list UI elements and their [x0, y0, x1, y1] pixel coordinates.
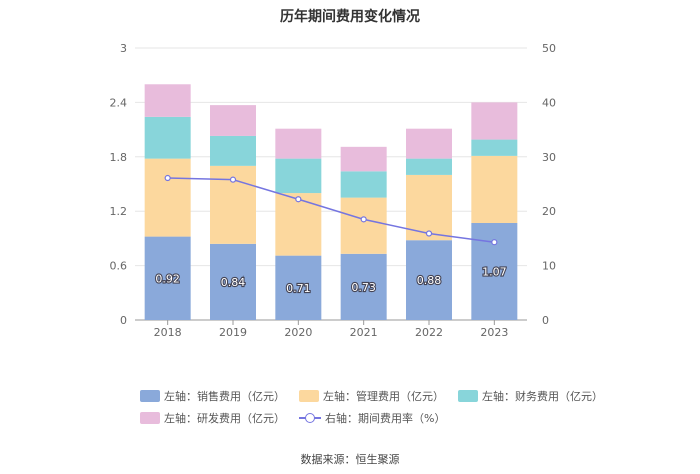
right-axis-tick-label: 30 — [542, 151, 556, 164]
x-axis-tick-label: 2022 — [415, 326, 443, 339]
x-axis-tick-label: 2021 — [350, 326, 378, 339]
bar-segment — [275, 158, 322, 194]
legend-item-finance[interactable]: 左轴：财务费用（亿元） — [458, 388, 603, 404]
legend-item-admin[interactable]: 左轴：管理费用（亿元） — [299, 388, 444, 404]
legend-label-expense-rate: 右轴：期间费用率（%） — [325, 412, 446, 425]
legend-swatch-rnd — [140, 412, 160, 424]
expense-rate-point — [425, 230, 433, 237]
bar-segment — [210, 105, 256, 136]
expense-rate-point — [491, 239, 498, 246]
bar-segment — [144, 158, 191, 237]
bar-segment — [340, 171, 387, 198]
bar-segment — [144, 236, 191, 320]
legend: 左轴：销售费用（亿元） 左轴：管理费用（亿元） 左轴：财务费用（亿元） 左轴：研… — [140, 388, 603, 432]
bar-data-label: 0.84 — [221, 276, 246, 289]
x-axis-tick-label: 2018 — [154, 326, 182, 339]
left-axis-tick-label: 2.4 — [110, 96, 128, 109]
bar-data-label: 0.92 — [155, 272, 180, 285]
bar-segment — [406, 158, 452, 175]
left-axis-tick-label: 1.8 — [110, 151, 128, 164]
bar-segment — [275, 128, 322, 159]
legend-swatch-sales — [140, 390, 160, 402]
legend-swatch-expense-rate — [299, 412, 321, 424]
expense-rate-line — [167, 177, 495, 243]
legend-item-sales[interactable]: 左轴：销售费用（亿元） — [140, 388, 285, 404]
legend-swatch-admin — [299, 390, 319, 402]
right-axis-tick-label: 0 — [542, 314, 549, 327]
right-axis-tick-label: 50 — [542, 42, 556, 55]
bar-data-label: 0.73 — [351, 281, 376, 294]
bar-segment — [471, 155, 518, 223]
legend-label-sales: 左轴：销售费用（亿元） — [164, 390, 285, 403]
chart-title: 历年期间费用变化情况 — [280, 9, 420, 25]
legend-swatch-finance — [458, 390, 478, 402]
x-axis-tick-label: 2023 — [480, 326, 508, 339]
legend-item-expense-rate[interactable]: 右轴：期间费用率（%） — [299, 410, 445, 426]
left-axis-tick-label: 0 — [120, 314, 127, 327]
bar-segment — [210, 243, 256, 320]
x-axis-tick-label: 2020 — [284, 326, 312, 339]
bar-segment — [406, 174, 452, 241]
legend-item-rnd[interactable]: 左轴：研发费用（亿元） — [140, 410, 285, 426]
bar-segment — [144, 84, 191, 117]
bar-segment — [275, 193, 322, 256]
expense-rate-point — [295, 196, 302, 203]
bar-segment — [144, 116, 191, 159]
data-source: 数据来源：恒生聚源 — [300, 453, 400, 466]
right-axis-tick-label: 40 — [542, 96, 556, 109]
legend-label-rnd: 左轴：研发费用（亿元） — [164, 412, 285, 425]
expense-rate-point — [360, 216, 367, 223]
right-axis-tick-label: 20 — [542, 205, 556, 218]
left-axis-tick-label: 0.6 — [110, 260, 128, 273]
bar-data-label: 0.71 — [286, 282, 311, 295]
x-axis-tick-label: 2019 — [219, 326, 247, 339]
bar-segment — [471, 102, 518, 140]
bar-segment — [340, 253, 387, 320]
bar-segment — [340, 197, 387, 254]
legend-label-finance: 左轴：财务费用（亿元） — [482, 390, 603, 403]
legend-label-admin: 左轴：管理费用（亿元） — [323, 390, 444, 403]
expense-rate-point — [229, 176, 237, 183]
bar-segment — [340, 146, 387, 172]
left-axis-tick-label: 3 — [120, 42, 127, 55]
bar-segment — [471, 139, 518, 156]
bar-data-label: 1.07 — [482, 265, 507, 278]
bar-segment — [275, 255, 322, 320]
left-axis-tick-label: 1.2 — [110, 205, 128, 218]
bar-data-label: 0.88 — [417, 274, 442, 287]
bar-segment — [210, 135, 256, 166]
expense-rate-point — [164, 174, 171, 182]
right-axis-tick-label: 10 — [542, 260, 556, 273]
bar-segment — [406, 240, 452, 320]
bar-segment — [406, 128, 452, 159]
